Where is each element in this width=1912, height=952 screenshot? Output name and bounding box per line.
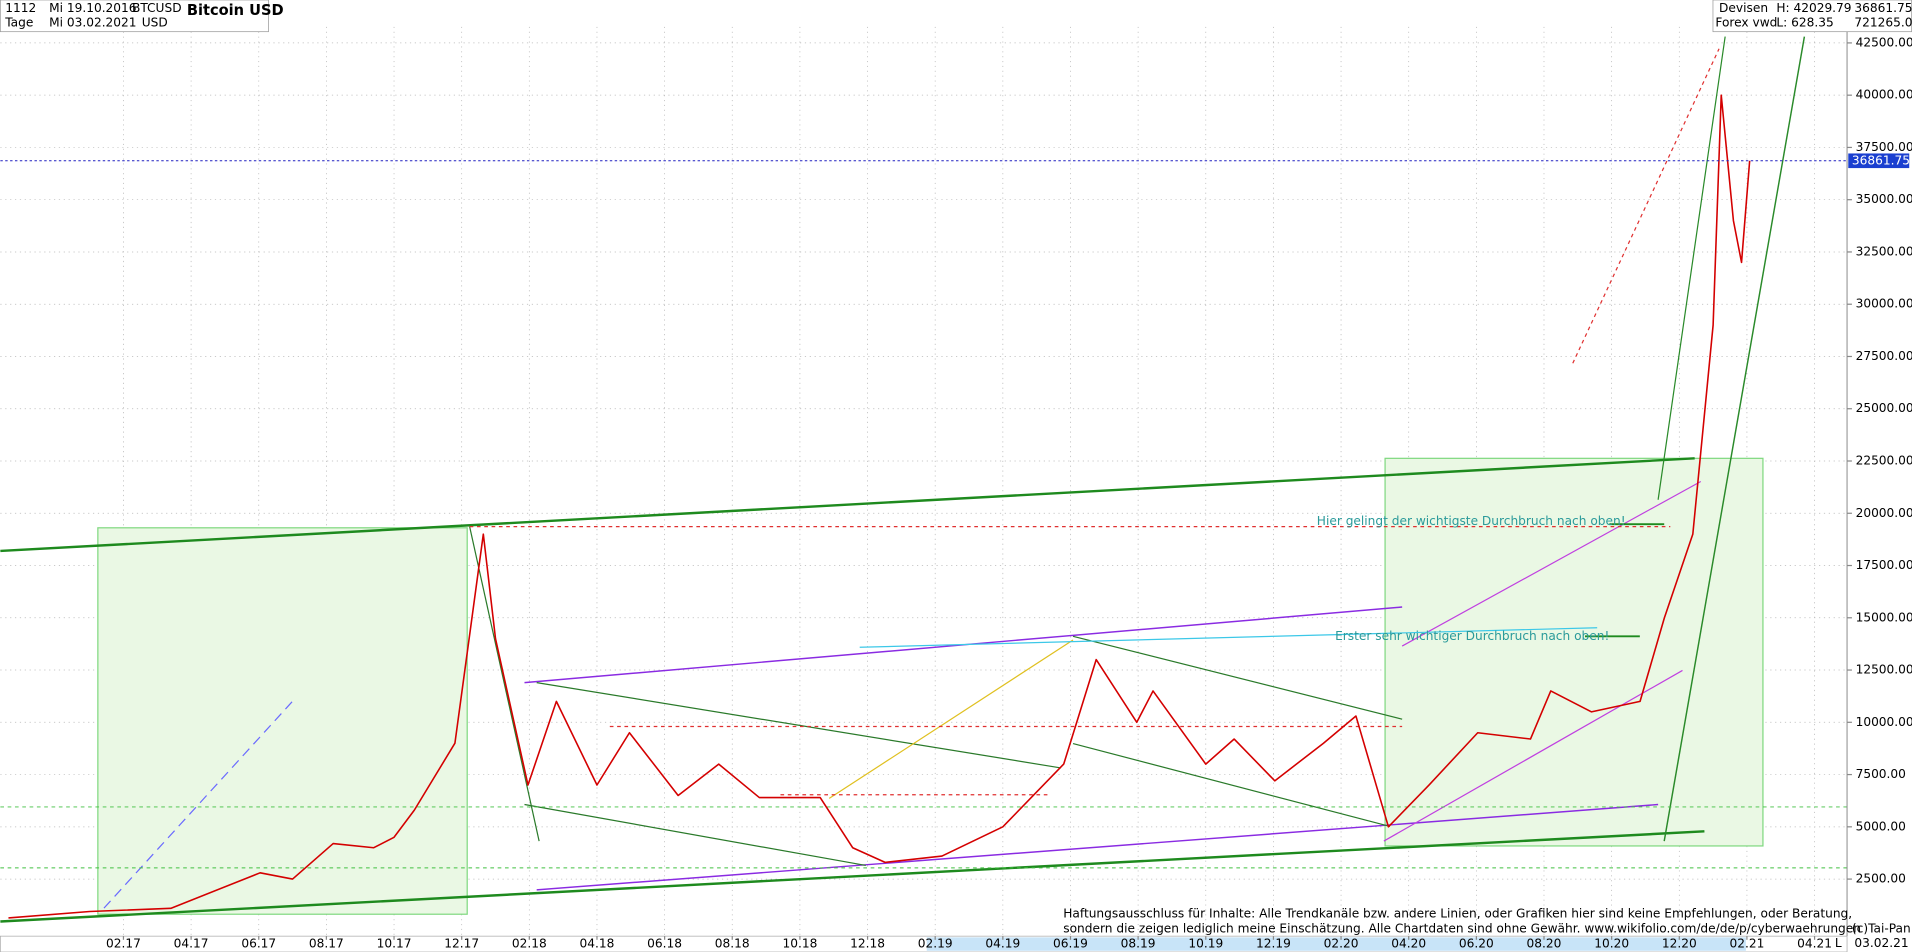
y-tick-label: 37500.00: [1856, 140, 1912, 154]
y-tick-label: 40000.00: [1856, 88, 1912, 102]
last: 36861.75: [1854, 1, 1912, 15]
x-tick-label: 04.18: [580, 937, 615, 951]
series: [0, 94, 1848, 919]
volume: 721265.0/: [1854, 16, 1912, 30]
x-tick-label: 04.19: [985, 937, 1020, 951]
drawings: [0, 36, 1848, 923]
x-tick-label: 08.19: [1121, 937, 1156, 951]
axes: 2500.00 5000.00 7500.00 10000.00 12500.00 150…: [106, 35, 1912, 950]
low: L: 628.35: [1776, 16, 1833, 30]
x-tick-label: 12.19: [1256, 937, 1291, 951]
x-tick-label: 06.20: [1459, 937, 1494, 951]
x-tick-label: 02.17: [106, 937, 141, 951]
x-tick-label: 04.20: [1391, 937, 1426, 951]
disclaimer: sondern die zeigen lediglich meine Einsc…: [1063, 921, 1861, 935]
x-tick-label: 02.21: [1729, 937, 1764, 951]
zone-box: [97, 527, 468, 915]
high: H: 42029.79: [1776, 1, 1851, 15]
x-tick-label: 10.18: [782, 937, 817, 951]
trend-line: [536, 803, 1659, 891]
scale-mode: L: [1835, 936, 1842, 950]
x-tick-label: 06.17: [241, 937, 276, 951]
y-tick-label: 30000.00: [1856, 297, 1912, 311]
x-tick-label: 12.17: [444, 937, 479, 951]
start-date: Mi 19.10.2016: [49, 1, 136, 15]
end-date: Mi 03.02.2021: [49, 16, 136, 30]
x-tick-label: 02.18: [512, 937, 547, 951]
y-tick-label: 27500.00: [1856, 349, 1912, 363]
trend-line: [536, 682, 1061, 769]
x-tick-label: 06.19: [1053, 937, 1088, 951]
x-tick-label: 08.17: [309, 937, 344, 951]
y-tick-label: 15000.00: [1856, 610, 1912, 624]
trend-line: [469, 526, 540, 842]
x-tick-label: 06.18: [647, 937, 682, 951]
header: 1112 Mi 19.10.2016 Tage Mi 03.02.2021 BT…: [0, 0, 1912, 33]
zone-box: [1384, 457, 1764, 847]
trend-line: [0, 830, 1705, 923]
y-tick-label: 25000.00: [1856, 401, 1912, 415]
y-tick-label: 5000.00: [1856, 819, 1906, 833]
x-tick-label: 08.20: [1527, 937, 1562, 951]
currency: USD: [142, 16, 168, 30]
x-tick-label: 10.19: [1188, 937, 1223, 951]
trend-line: [1401, 480, 1702, 647]
x-tick-label: 04.17: [174, 937, 209, 951]
trend-line: [1072, 742, 1391, 828]
annotation: Erster sehr wichtiger Durchbruch nach ob…: [1335, 629, 1609, 643]
x-tick-label: 10.20: [1594, 937, 1629, 951]
y-tick-label: 10000.00: [1856, 715, 1912, 729]
last-price-label: 36861.75: [1852, 153, 1910, 167]
x-tick-label: 02.19: [918, 937, 953, 951]
y-tick-label: 7500.00: [1856, 767, 1906, 781]
source: Forex vwd: [1715, 16, 1777, 30]
y-tick-label: 12500.00: [1856, 663, 1912, 677]
disclaimer: Haftungsausschluss für Inhalte: Alle Tre…: [1063, 907, 1852, 921]
y-tick-label: 2500.00: [1856, 872, 1906, 886]
header-box: [0, 0, 269, 33]
x-tick-label: 04.21: [1797, 937, 1832, 951]
interval: Tage: [4, 16, 33, 30]
x-tick-label: 12.18: [850, 937, 885, 951]
trend-line: [1657, 36, 1726, 500]
annotation: Hier gelingt der wichtigste Durchbruch n…: [1317, 514, 1626, 528]
y-tick-label: 20000.00: [1856, 506, 1912, 520]
x-axis-highlight: [926, 937, 1746, 951]
x-tick-label: 10.17: [377, 937, 412, 951]
last-price-marker: [1848, 153, 1910, 169]
x-tick-label: 12.20: [1662, 937, 1697, 951]
y-tick-label: 22500.00: [1856, 453, 1912, 467]
trend-line: [1072, 635, 1403, 720]
y-tick-label: 32500.00: [1856, 244, 1912, 258]
trend-line: [828, 639, 1074, 799]
copyright: (c)Tai-Pan: [1852, 921, 1911, 935]
trend-line: [1383, 669, 1683, 842]
y-tick-label: 42500.00: [1856, 35, 1912, 49]
chart-title: Bitcoin USD: [187, 2, 284, 19]
price-line: [8, 94, 1751, 919]
trend-line: [0, 457, 1695, 553]
x-tick-label: 02.20: [1324, 937, 1359, 951]
x-tick-label: 08.18: [715, 937, 750, 951]
symbol: BTCUSD: [132, 1, 182, 15]
trend-line: [859, 627, 1598, 648]
footer-date: 03.02.21: [1854, 936, 1908, 950]
trend-line: [524, 803, 866, 867]
y-tick-label: 17500.00: [1856, 558, 1912, 572]
market: Devisen: [1719, 1, 1768, 15]
y-tick-label: 35000.00: [1856, 192, 1912, 206]
trend-line: [1663, 36, 1806, 842]
period: 1112: [5, 1, 36, 15]
